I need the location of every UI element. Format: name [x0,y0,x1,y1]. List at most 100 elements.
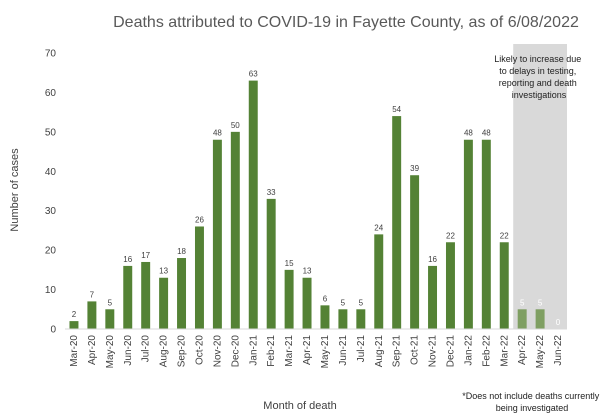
data-label: 39 [410,164,419,173]
data-label: 5 [538,298,543,307]
y-tick-label: 30 [45,206,57,217]
y-tick-label: 70 [45,49,57,60]
x-tick-label: May-21 [320,335,331,369]
x-tick-label: May-22 [535,335,546,369]
data-label: 33 [267,188,276,197]
bar [463,139,473,329]
x-tick-label: Apr-20 [87,335,98,365]
data-label: 15 [285,259,294,268]
data-label: 7 [90,290,95,299]
data-label: 54 [392,105,401,114]
x-tick-label: Oct-21 [410,335,421,365]
data-label: 48 [213,129,222,138]
data-label: 18 [177,247,186,256]
x-tick-label: Oct-20 [194,335,205,365]
footnote: *Does not include deaths currently being… [462,391,602,413]
bar [87,301,97,329]
x-tick-label: Dec-21 [445,335,456,368]
x-tick-label: Aug-21 [374,335,385,368]
data-label: 48 [464,129,473,138]
bar [320,305,330,329]
bar [141,261,151,329]
x-tick-label: Feb-21 [266,335,277,367]
x-tick-label: Jul-20 [141,335,152,363]
data-label: 5 [341,298,346,307]
x-tick-label: Apr-22 [517,335,528,365]
bar [105,309,115,329]
bar [266,198,276,329]
data-label: 26 [195,215,204,224]
data-label: 5 [108,298,113,307]
data-label: 48 [482,129,491,138]
bar [499,242,509,329]
x-tick-label: Jan-21 [248,335,259,366]
data-label: 22 [500,231,509,240]
data-label: 63 [249,70,258,79]
footnote-line: being investigated [496,403,569,413]
x-tick-label: Jun-22 [553,335,564,366]
data-label: 16 [123,255,132,264]
bar [194,226,204,329]
x-tick-label: Nov-21 [428,335,439,368]
bar [123,265,133,329]
data-label: 6 [323,294,328,303]
bar [212,139,222,329]
chart-title: Deaths attributed to COVID-19 in Fayette… [113,14,579,31]
data-label: 5 [359,298,364,307]
x-tick-label: Jul-21 [356,335,367,363]
data-label: 24 [374,223,383,232]
shaded-region [513,44,567,329]
x-tick-label: Nov-20 [212,335,223,368]
data-label: 22 [446,231,455,240]
bar [428,265,438,329]
x-tick-label: Mar-20 [69,335,80,367]
x-tick-label: Aug-20 [159,335,170,368]
bar [230,131,240,329]
x-axis-label: Month of death [263,400,336,412]
bar [517,309,527,329]
data-label: 0 [556,318,561,327]
bar [374,234,384,329]
data-label: 13 [303,267,312,276]
bar [481,139,491,329]
x-tick-label: Jun-20 [123,335,134,366]
x-tick-label: Jan-22 [463,335,474,366]
shaded-note-line: reporting and death [499,78,577,88]
x-tick-label: Feb-22 [481,335,492,367]
bar [392,116,402,329]
x-tick-label: Mar-22 [499,335,510,367]
x-tick-label: Jun-21 [338,335,349,366]
data-label: 50 [231,121,240,130]
bar [356,309,366,329]
bar [248,80,258,329]
bar [177,258,187,329]
shaded-note-line: to delays in testing, [499,66,576,76]
y-tick-label: 10 [45,285,57,296]
y-axis-label: Number of cases [9,148,21,232]
data-label: 5 [520,298,525,307]
x-tick-label: Dec-20 [230,335,241,368]
x-tick-label: Sep-20 [177,335,188,368]
bar [535,309,545,329]
data-label: 17 [141,251,150,260]
y-tick-label: 40 [45,167,57,178]
bar [284,269,294,329]
footnote-line: *Does not include deaths currently [462,391,600,401]
bar [445,242,455,329]
bar [69,321,79,329]
shaded-note: Likely to increase due to delays in test… [494,54,584,100]
bar [302,277,312,329]
bar [410,175,420,329]
bar [338,309,348,329]
x-tick-label: Mar-21 [284,335,295,367]
x-tick-label: Sep-21 [392,335,403,368]
y-tick-label: 50 [45,127,57,138]
shaded-note-line: Likely to increase due [494,54,581,64]
bar [159,277,169,329]
y-tick-label: 20 [45,246,57,257]
y-tick-label: 0 [50,325,56,336]
x-tick-label: Apr-21 [302,335,313,365]
x-tick-label: May-20 [105,335,116,369]
data-label: 16 [428,255,437,264]
y-tick-label: 60 [45,88,57,99]
